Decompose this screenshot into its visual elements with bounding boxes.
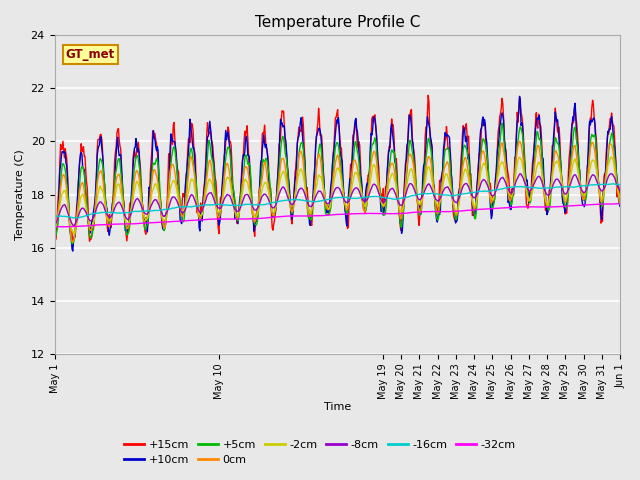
- -2cm: [616, 194, 624, 200]
- -8cm: [457, 190, 465, 195]
- +5cm: [616, 202, 624, 207]
- -16cm: [314, 199, 322, 204]
- +10cm: [69, 248, 77, 254]
- -8cm: [471, 195, 479, 201]
- Legend: +15cm, +10cm, +5cm, 0cm, -2cm, -8cm, -16cm, -32cm: +15cm, +10cm, +5cm, 0cm, -2cm, -8cm, -16…: [120, 435, 520, 469]
- -8cm: [70, 223, 78, 228]
- -32cm: [292, 213, 300, 219]
- -16cm: [51, 213, 58, 219]
- -32cm: [457, 208, 465, 214]
- -16cm: [69, 215, 77, 221]
- -2cm: [457, 188, 465, 194]
- +5cm: [471, 215, 479, 221]
- -2cm: [314, 175, 322, 180]
- +5cm: [53, 228, 61, 234]
- 0cm: [471, 206, 479, 212]
- -32cm: [471, 207, 479, 213]
- +10cm: [616, 204, 624, 209]
- +15cm: [424, 92, 432, 98]
- +5cm: [292, 179, 300, 184]
- Line: -32cm: -32cm: [54, 204, 620, 227]
- +5cm: [498, 120, 506, 126]
- Line: 0cm: 0cm: [54, 141, 620, 242]
- -16cm: [53, 214, 61, 219]
- Line: -8cm: -8cm: [54, 174, 620, 226]
- +10cm: [314, 129, 322, 134]
- +15cm: [472, 206, 479, 212]
- +5cm: [314, 154, 322, 159]
- -32cm: [314, 213, 322, 218]
- -32cm: [61, 224, 68, 230]
- +10cm: [516, 94, 524, 99]
- -8cm: [51, 221, 58, 227]
- -2cm: [608, 154, 616, 160]
- +15cm: [616, 192, 624, 197]
- -2cm: [70, 231, 78, 237]
- +15cm: [458, 148, 465, 154]
- +5cm: [131, 165, 138, 170]
- 0cm: [69, 239, 77, 245]
- Y-axis label: Temperature (C): Temperature (C): [15, 149, 25, 240]
- -32cm: [51, 224, 58, 229]
- -16cm: [131, 208, 138, 214]
- +15cm: [314, 120, 322, 126]
- 0cm: [457, 178, 465, 184]
- Line: +10cm: +10cm: [54, 96, 620, 251]
- +15cm: [53, 224, 61, 230]
- -2cm: [471, 202, 479, 208]
- -2cm: [53, 219, 61, 225]
- -8cm: [131, 200, 138, 205]
- +10cm: [51, 240, 58, 246]
- Line: +5cm: +5cm: [54, 123, 620, 244]
- -8cm: [516, 171, 524, 177]
- -16cm: [471, 190, 479, 195]
- 0cm: [53, 219, 61, 225]
- -16cm: [292, 197, 300, 203]
- +10cm: [471, 212, 479, 217]
- +10cm: [457, 175, 465, 180]
- Line: -16cm: -16cm: [54, 184, 620, 218]
- Text: GT_met: GT_met: [66, 48, 115, 60]
- Line: -2cm: -2cm: [54, 157, 620, 234]
- -16cm: [609, 181, 617, 187]
- Title: Temperature Profile C: Temperature Profile C: [255, 15, 420, 30]
- Line: +15cm: +15cm: [54, 95, 620, 246]
- +10cm: [131, 145, 138, 151]
- 0cm: [616, 201, 624, 206]
- -32cm: [616, 201, 624, 206]
- +5cm: [51, 233, 58, 239]
- 0cm: [516, 138, 524, 144]
- -2cm: [131, 187, 138, 193]
- -2cm: [51, 225, 58, 231]
- X-axis label: Time: Time: [324, 402, 351, 412]
- +5cm: [457, 180, 465, 186]
- -8cm: [314, 189, 322, 195]
- +10cm: [292, 160, 300, 166]
- -32cm: [131, 221, 138, 227]
- -8cm: [616, 188, 624, 193]
- +15cm: [69, 243, 77, 249]
- -32cm: [53, 224, 61, 229]
- -16cm: [616, 181, 624, 187]
- 0cm: [292, 177, 300, 183]
- +15cm: [51, 231, 58, 237]
- 0cm: [314, 154, 322, 160]
- -16cm: [457, 192, 465, 197]
- -8cm: [292, 193, 300, 199]
- 0cm: [131, 176, 138, 182]
- 0cm: [51, 226, 58, 231]
- +5cm: [68, 241, 76, 247]
- +10cm: [53, 221, 61, 227]
- +15cm: [131, 148, 138, 154]
- +15cm: [292, 154, 300, 160]
- -8cm: [53, 218, 61, 224]
- -32cm: [616, 201, 623, 206]
- -2cm: [292, 184, 300, 190]
